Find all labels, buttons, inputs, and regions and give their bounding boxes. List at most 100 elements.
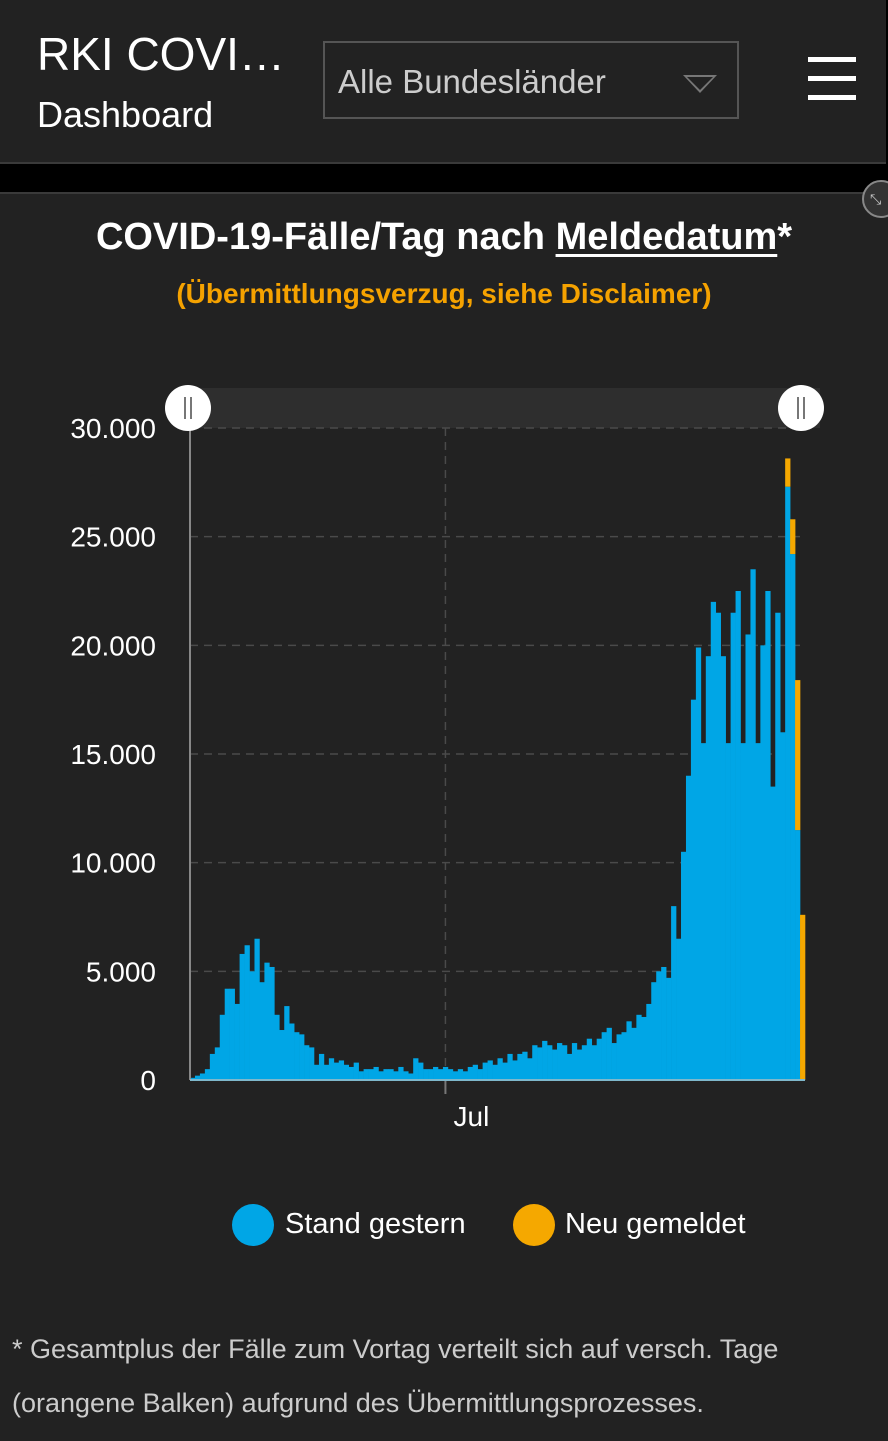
meldedatum-link[interactable]: Meldedatum <box>555 216 778 258</box>
bar-stand-gestern <box>309 1047 315 1080</box>
bar-stand-gestern <box>487 1060 493 1080</box>
bar-stand-gestern <box>512 1060 518 1080</box>
range-handle-right[interactable] <box>778 385 824 431</box>
bar-stand-gestern <box>472 1064 478 1080</box>
bar-stand-gestern <box>557 1043 563 1080</box>
bar-stand-gestern <box>547 1045 553 1080</box>
bar-stand-gestern <box>725 743 731 1080</box>
bar-stand-gestern <box>720 656 726 1080</box>
title-asterisk: * <box>777 216 793 258</box>
bar-stand-gestern <box>790 554 796 1080</box>
bar-stand-gestern <box>368 1069 374 1080</box>
range-slider-track[interactable] <box>190 388 820 428</box>
bar-stand-gestern <box>323 1064 330 1080</box>
bar-stand-gestern <box>671 906 677 1080</box>
bar-stand-gestern <box>194 1075 201 1080</box>
bar-stand-gestern <box>596 1038 602 1080</box>
bar-stand-gestern <box>462 1071 469 1080</box>
hamburger-menu-icon[interactable] <box>808 57 856 101</box>
bar-stand-gestern <box>383 1069 389 1080</box>
bar-stand-gestern <box>447 1069 454 1080</box>
bar-stand-gestern <box>621 1032 627 1080</box>
bar-stand-gestern <box>274 1014 280 1080</box>
bar-stand-gestern <box>393 1071 399 1080</box>
bar-stand-gestern <box>785 486 791 1080</box>
bar-stand-gestern <box>457 1069 464 1080</box>
bar-stand-gestern <box>229 988 235 1080</box>
bar-stand-gestern <box>631 1027 637 1080</box>
bar-stand-gestern <box>294 1032 300 1080</box>
bar-stand-gestern <box>442 1066 449 1080</box>
bar-stand-gestern <box>259 982 265 1080</box>
bar-stand-gestern <box>690 699 697 1080</box>
bar-stand-gestern <box>423 1069 429 1080</box>
bar-stand-gestern <box>433 1066 439 1080</box>
bar-stand-gestern <box>795 830 801 1080</box>
bar-neu-gemeldet <box>795 680 801 831</box>
bar-neu-gemeldet <box>800 914 806 1080</box>
bar-stand-gestern <box>606 1027 612 1080</box>
footnote: * Gesamtplus der Fälle zum Vortag vertei… <box>12 1334 779 1418</box>
bar-stand-gestern <box>398 1066 404 1080</box>
bar-stand-gestern <box>313 1064 320 1080</box>
bar-stand-gestern <box>755 743 761 1080</box>
bar-stand-gestern <box>740 743 746 1080</box>
bar-stand-gestern <box>428 1069 434 1080</box>
bar-stand-gestern <box>601 1032 607 1080</box>
bar-stand-gestern <box>299 1034 305 1080</box>
bar-stand-gestern <box>656 971 662 1080</box>
bar-stand-gestern <box>566 1053 573 1080</box>
bar-stand-gestern <box>760 645 766 1080</box>
bar-stand-gestern <box>363 1069 369 1080</box>
bar-stand-gestern <box>641 1016 647 1080</box>
bar-stand-gestern <box>279 1030 285 1080</box>
bar-stand-gestern <box>646 1003 652 1080</box>
bar-stand-gestern <box>452 1071 459 1080</box>
app-subtitle: Dashboard <box>37 94 214 135</box>
legend-dot-blue-icon <box>232 1204 274 1246</box>
bar-stand-gestern <box>284 1006 290 1080</box>
bar-stand-gestern <box>507 1053 513 1080</box>
collapse-icon[interactable]: ⤡ <box>862 180 888 218</box>
bar-neu-gemeldet <box>785 458 791 487</box>
bar-stand-gestern <box>269 966 275 1080</box>
bar-stand-gestern <box>328 1058 335 1080</box>
bar-stand-gestern <box>199 1073 206 1080</box>
bar-stand-gestern <box>413 1058 419 1080</box>
bar-stand-gestern <box>576 1049 583 1080</box>
bar-stand-gestern <box>502 1062 508 1080</box>
y-tick-label: 25.000 <box>70 522 156 553</box>
bar-stand-gestern <box>661 966 667 1080</box>
bar-stand-gestern <box>745 634 751 1080</box>
bundesland-select[interactable]: Alle Bundesländer <box>323 41 739 119</box>
bar-stand-gestern <box>204 1069 211 1080</box>
chart-subtitle: (Übermittlungsverzug, siehe Disclaimer) <box>176 278 712 309</box>
bar-stand-gestern <box>676 938 682 1080</box>
bar-stand-gestern <box>552 1049 558 1080</box>
bar-stand-gestern <box>477 1069 483 1080</box>
legend-dot-orange-icon <box>513 1204 555 1246</box>
bar-stand-gestern <box>522 1051 528 1080</box>
bar-stand-gestern <box>517 1053 523 1080</box>
bar-stand-gestern <box>482 1062 488 1080</box>
bar-stand-gestern <box>616 1034 622 1080</box>
bar-stand-gestern <box>249 971 255 1080</box>
bar-stand-gestern <box>765 591 771 1080</box>
bar-stand-gestern <box>209 1053 216 1080</box>
bar-stand-gestern <box>681 851 687 1080</box>
bar-stand-gestern <box>358 1071 364 1080</box>
bar-stand-gestern <box>705 656 712 1080</box>
bar-stand-gestern <box>651 982 657 1080</box>
bar-stand-gestern <box>770 786 776 1080</box>
bar-stand-gestern <box>700 743 707 1080</box>
bar-stand-gestern <box>353 1062 359 1080</box>
bar-stand-gestern <box>437 1069 444 1080</box>
range-handle-left[interactable] <box>165 385 211 431</box>
y-tick-label: 0 <box>140 1065 156 1096</box>
bar-stand-gestern <box>775 612 781 1080</box>
y-tick-label: 10.000 <box>70 848 156 879</box>
bar-stand-gestern <box>636 1014 642 1080</box>
bar-stand-gestern <box>497 1058 503 1080</box>
y-tick-label: 30.000 <box>70 413 156 444</box>
